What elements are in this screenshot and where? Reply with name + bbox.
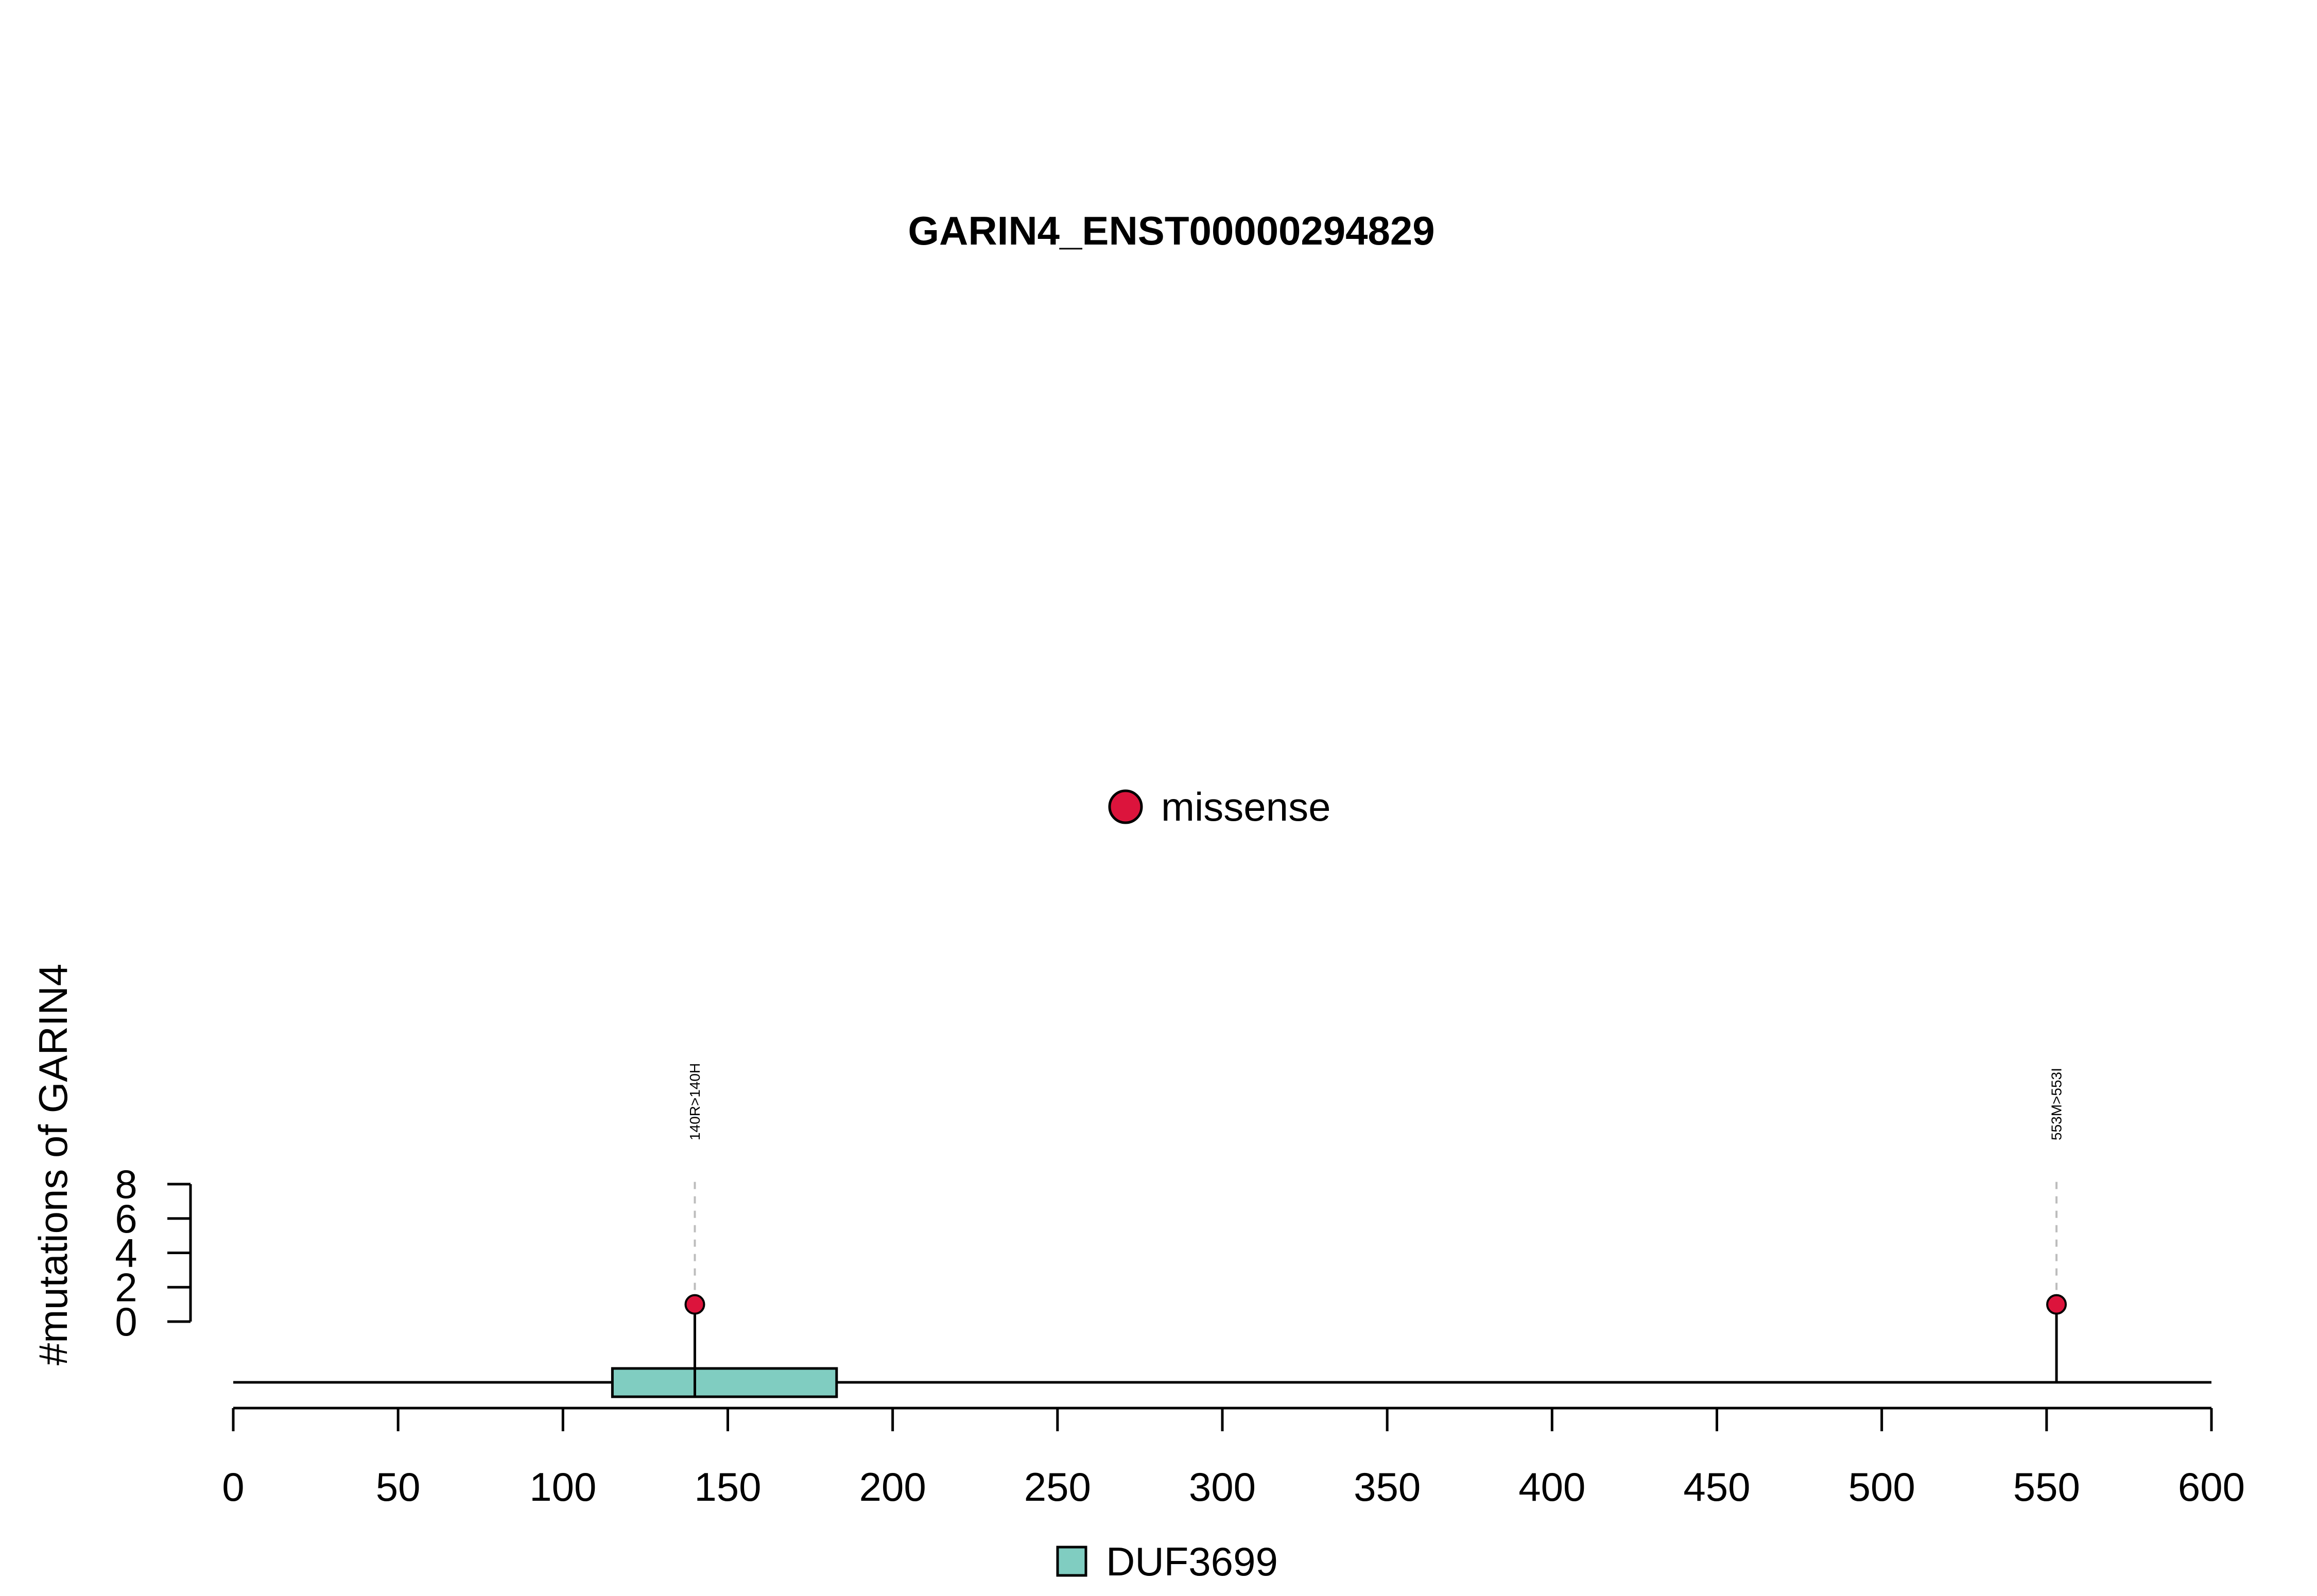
y-axis-label: #mutations of GARIN4 — [30, 964, 76, 1365]
x-tick-label: 350 — [1354, 1464, 1421, 1510]
x-tick-label: 50 — [376, 1464, 421, 1510]
protein-domains — [611, 1367, 838, 1398]
legend-duf3699-label: DUF3699 — [1106, 1539, 1278, 1584]
x-axis: 0 50 100 150 200 250 300 350 400 450 500 550 600 — [222, 1407, 2245, 1510]
y-tick-label: 0 — [115, 1299, 137, 1344]
x-tick-label: 0 — [222, 1464, 244, 1510]
mutation-label: 553M>553I — [2049, 1068, 2065, 1140]
domain-box — [611, 1367, 838, 1398]
mutation-label: 140R>140H — [687, 1063, 703, 1140]
top-legend: missense — [1108, 784, 1330, 829]
x-tick-label: 600 — [2178, 1464, 2245, 1510]
y-tick-label: 6 — [115, 1196, 137, 1241]
x-tick-label: 500 — [1848, 1464, 1915, 1510]
x-tick-label: 100 — [529, 1464, 596, 1510]
y-tick-label: 4 — [115, 1230, 137, 1276]
mutation-heads — [684, 1294, 2067, 1315]
mutation-head — [684, 1294, 705, 1315]
y-tick-label: 2 — [115, 1264, 137, 1310]
x-tick-label: 150 — [694, 1464, 761, 1510]
mutation-head — [2046, 1294, 2067, 1315]
y-tick-label: 8 — [115, 1161, 137, 1207]
x-tick-label: 200 — [859, 1464, 926, 1510]
x-tick-label: 550 — [2013, 1464, 2080, 1510]
x-tick-label: 450 — [1683, 1464, 1750, 1510]
x-tick-label: 400 — [1518, 1464, 1585, 1510]
bottom-legend: DUF3699 — [1056, 1539, 1278, 1584]
legend-missense-marker — [1108, 789, 1143, 824]
x-tick-label: 250 — [1024, 1464, 1091, 1510]
x-tick-label: 300 — [1189, 1464, 1256, 1510]
chart-title: GARIN4_ENST00000294829 — [908, 208, 1434, 253]
mutation-needles: 140R>140H 553M>553I — [687, 1063, 2065, 1382]
legend-missense-label: missense — [1161, 784, 1330, 829]
legend-duf3699-swatch — [1056, 1546, 1087, 1577]
